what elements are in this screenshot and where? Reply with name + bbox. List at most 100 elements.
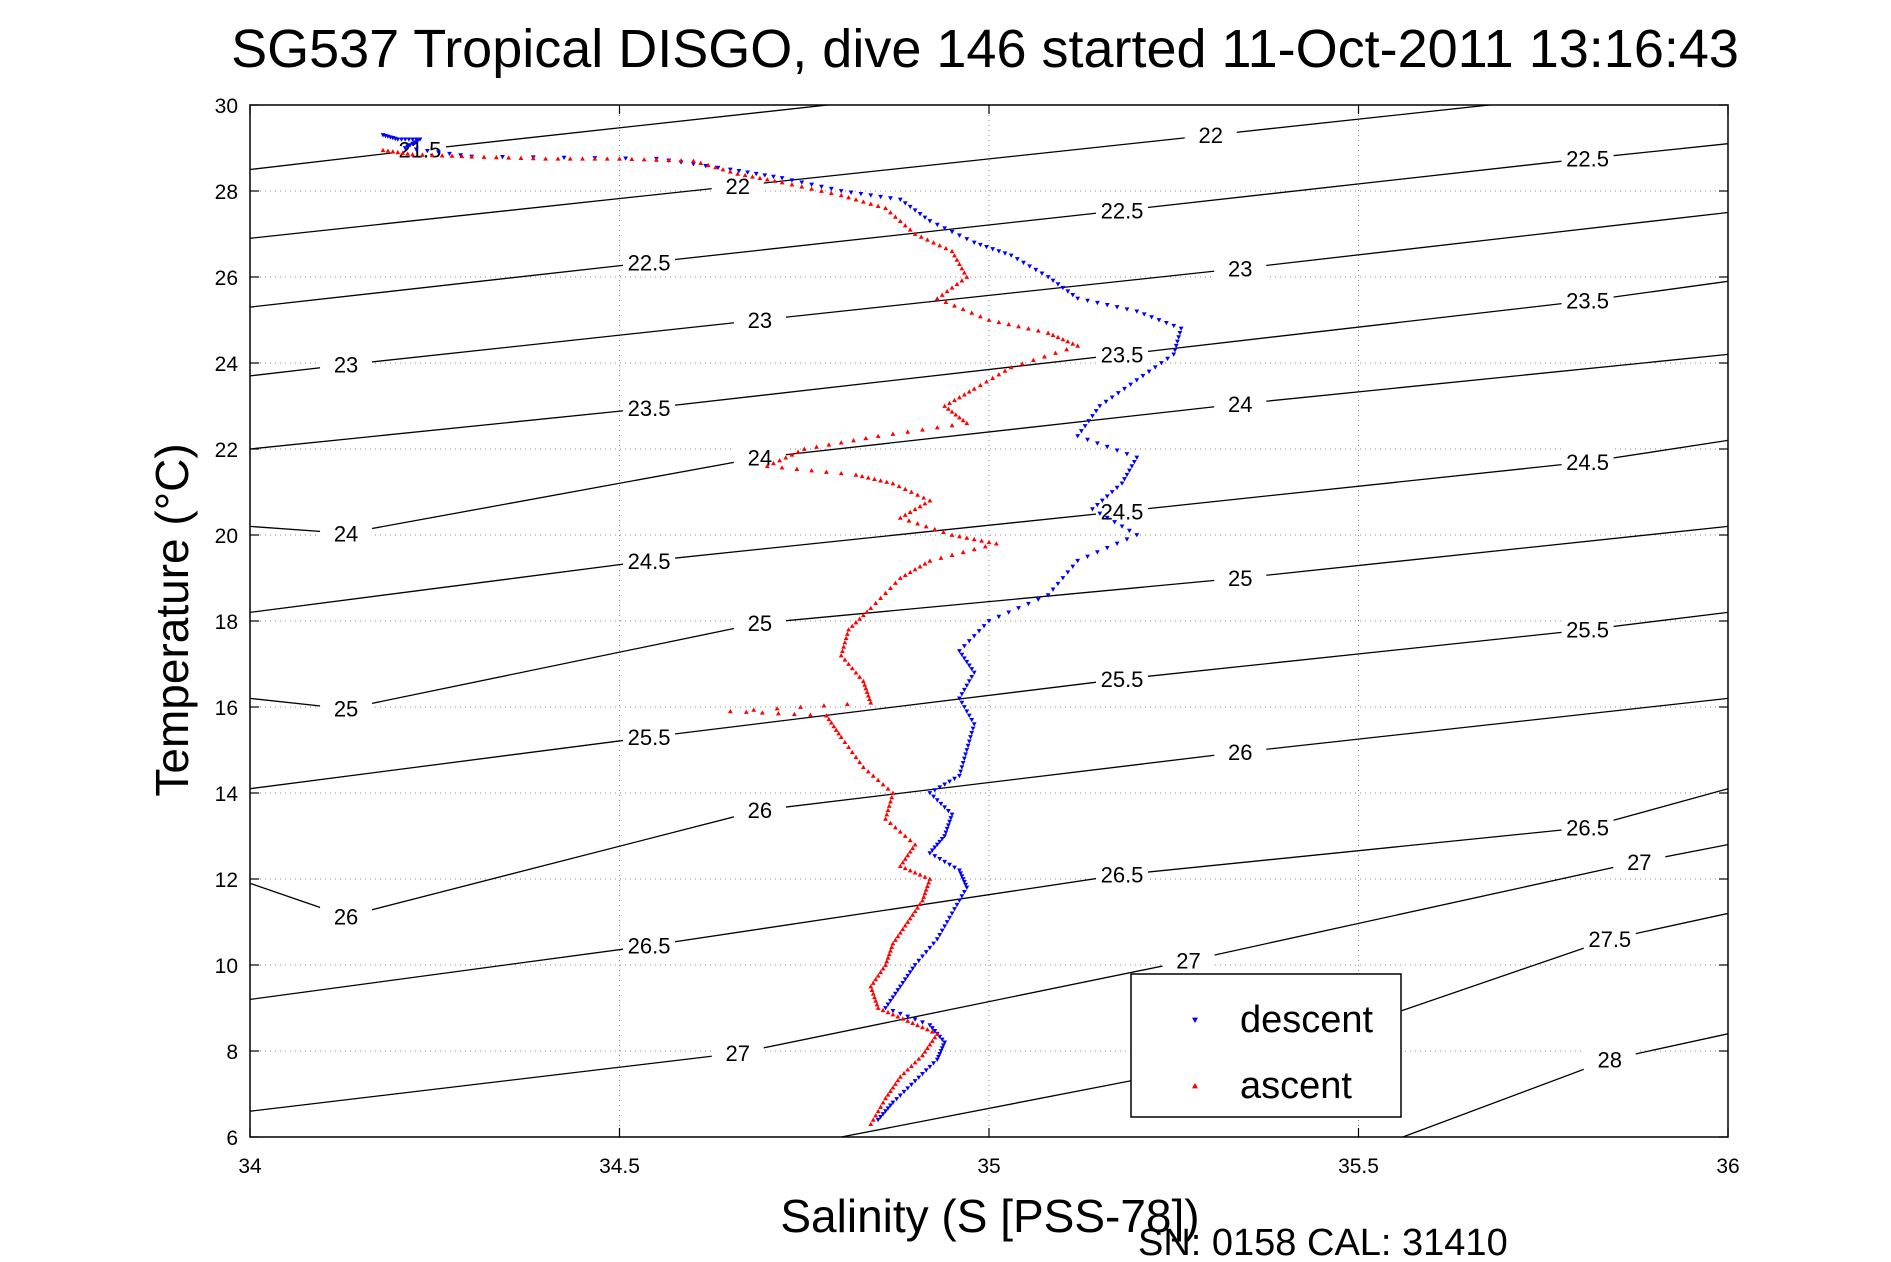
descent-marker — [964, 748, 970, 753]
descent-marker — [905, 1086, 911, 1091]
ascent-marker — [1075, 343, 1081, 348]
ascent-marker — [920, 898, 925, 903]
ascent-marker — [927, 1042, 933, 1047]
ascent-marker — [481, 154, 487, 159]
descent-marker — [1134, 455, 1140, 460]
descent-marker — [937, 932, 943, 938]
descent-marker — [399, 137, 404, 142]
ascent-marker — [884, 959, 890, 964]
descent-marker — [1055, 581, 1061, 587]
ascent-marker — [932, 1034, 938, 1040]
descent-marker — [934, 842, 940, 847]
ascent-marker — [918, 234, 924, 239]
descent-marker — [947, 915, 952, 921]
descent-marker — [1055, 282, 1061, 287]
contour-label: 22.5 — [1101, 198, 1144, 223]
contour-label-bg — [1583, 925, 1636, 952]
ascent-marker — [888, 820, 893, 826]
ascent-marker — [771, 460, 776, 466]
ascent-marker — [971, 386, 977, 391]
ascent-marker — [875, 1005, 881, 1010]
descent-marker — [932, 1029, 938, 1034]
descent-marker — [912, 1017, 918, 1022]
descent-marker — [931, 941, 936, 946]
descent-marker — [771, 174, 776, 180]
legend-markers — [1192, 1017, 1198, 1089]
density-contour-line — [250, 353, 1728, 534]
contour-label: 27 — [1176, 949, 1200, 974]
descent-marker — [888, 196, 893, 201]
ascent-marker — [915, 521, 920, 526]
ascent-marker — [870, 980, 876, 985]
ascent-marker — [779, 180, 785, 185]
ascent-marker — [883, 205, 888, 211]
descent-marker — [1045, 275, 1051, 280]
contour-label-bg — [733, 443, 786, 470]
ascent-marker — [864, 689, 870, 694]
descent-marker — [1035, 597, 1041, 602]
ascent-marker — [964, 535, 970, 540]
descent-marker — [937, 1034, 943, 1040]
descent-marker — [1119, 481, 1125, 486]
descent-marker — [920, 954, 925, 959]
ascent-marker — [743, 709, 749, 714]
ascent-marker — [934, 425, 940, 430]
descent-marker — [959, 692, 965, 697]
descent-marker — [412, 140, 418, 145]
descent-marker — [947, 819, 952, 825]
ascent-marker — [764, 463, 770, 469]
ascent-marker — [931, 240, 936, 245]
ascent-marker — [799, 184, 805, 189]
ascent-marker — [986, 317, 992, 322]
ascent-marker — [875, 973, 881, 978]
descent-marker — [916, 1075, 922, 1080]
descent-marker — [948, 816, 954, 821]
descent-marker — [1176, 335, 1182, 340]
ascent-marker — [872, 994, 877, 1000]
ascent-marker — [604, 156, 610, 161]
contour-label-bg — [1561, 286, 1614, 313]
ascent-marker — [901, 1070, 907, 1076]
descent-marker — [944, 920, 950, 925]
descent-marker — [1006, 610, 1012, 615]
descent-marker — [947, 862, 952, 868]
descent-marker — [897, 984, 903, 989]
ascent-marker — [888, 210, 893, 215]
ascent-marker — [543, 156, 548, 161]
descent-marker — [966, 639, 972, 644]
ascent-marker — [863, 435, 869, 441]
descent-marker — [916, 958, 922, 964]
ascent-marker — [902, 572, 908, 578]
ascent-marker — [833, 727, 839, 732]
descent-marker — [964, 885, 970, 890]
contour-label-bg — [1561, 144, 1614, 171]
ascent-marker — [794, 466, 800, 471]
ascent-marker — [774, 706, 780, 711]
x-tick-label: 35.5 — [1338, 1155, 1379, 1178]
x-axis-label: Salinity (S [PSS-78]) — [780, 1190, 1199, 1242]
descent-marker — [745, 170, 750, 175]
contour-label-bg — [623, 723, 676, 750]
contour-label-bg — [1162, 946, 1215, 973]
descent-marker — [1090, 507, 1095, 512]
descent-marker — [1134, 533, 1140, 538]
ascent-marker — [895, 1077, 901, 1083]
ascent-marker — [838, 192, 844, 198]
ascent-marker — [957, 415, 962, 420]
ascent-marker — [917, 503, 923, 509]
ascent-marker — [1002, 368, 1008, 373]
descent-marker — [1104, 515, 1110, 521]
descent-marker — [1002, 251, 1008, 256]
contour-label: 27 — [1627, 850, 1651, 875]
ascent-marker — [821, 703, 827, 708]
ascent-marker — [851, 438, 856, 443]
ascent-marker — [1035, 328, 1041, 333]
ascent-marker — [849, 749, 855, 755]
ascent-marker — [943, 299, 949, 305]
ascent-marker — [789, 452, 795, 457]
density-contour-line — [250, 143, 1728, 308]
descent-marker — [934, 222, 940, 228]
ascent-marker — [846, 661, 851, 666]
contour-label-bg — [623, 394, 676, 421]
descent-marker — [932, 845, 938, 850]
